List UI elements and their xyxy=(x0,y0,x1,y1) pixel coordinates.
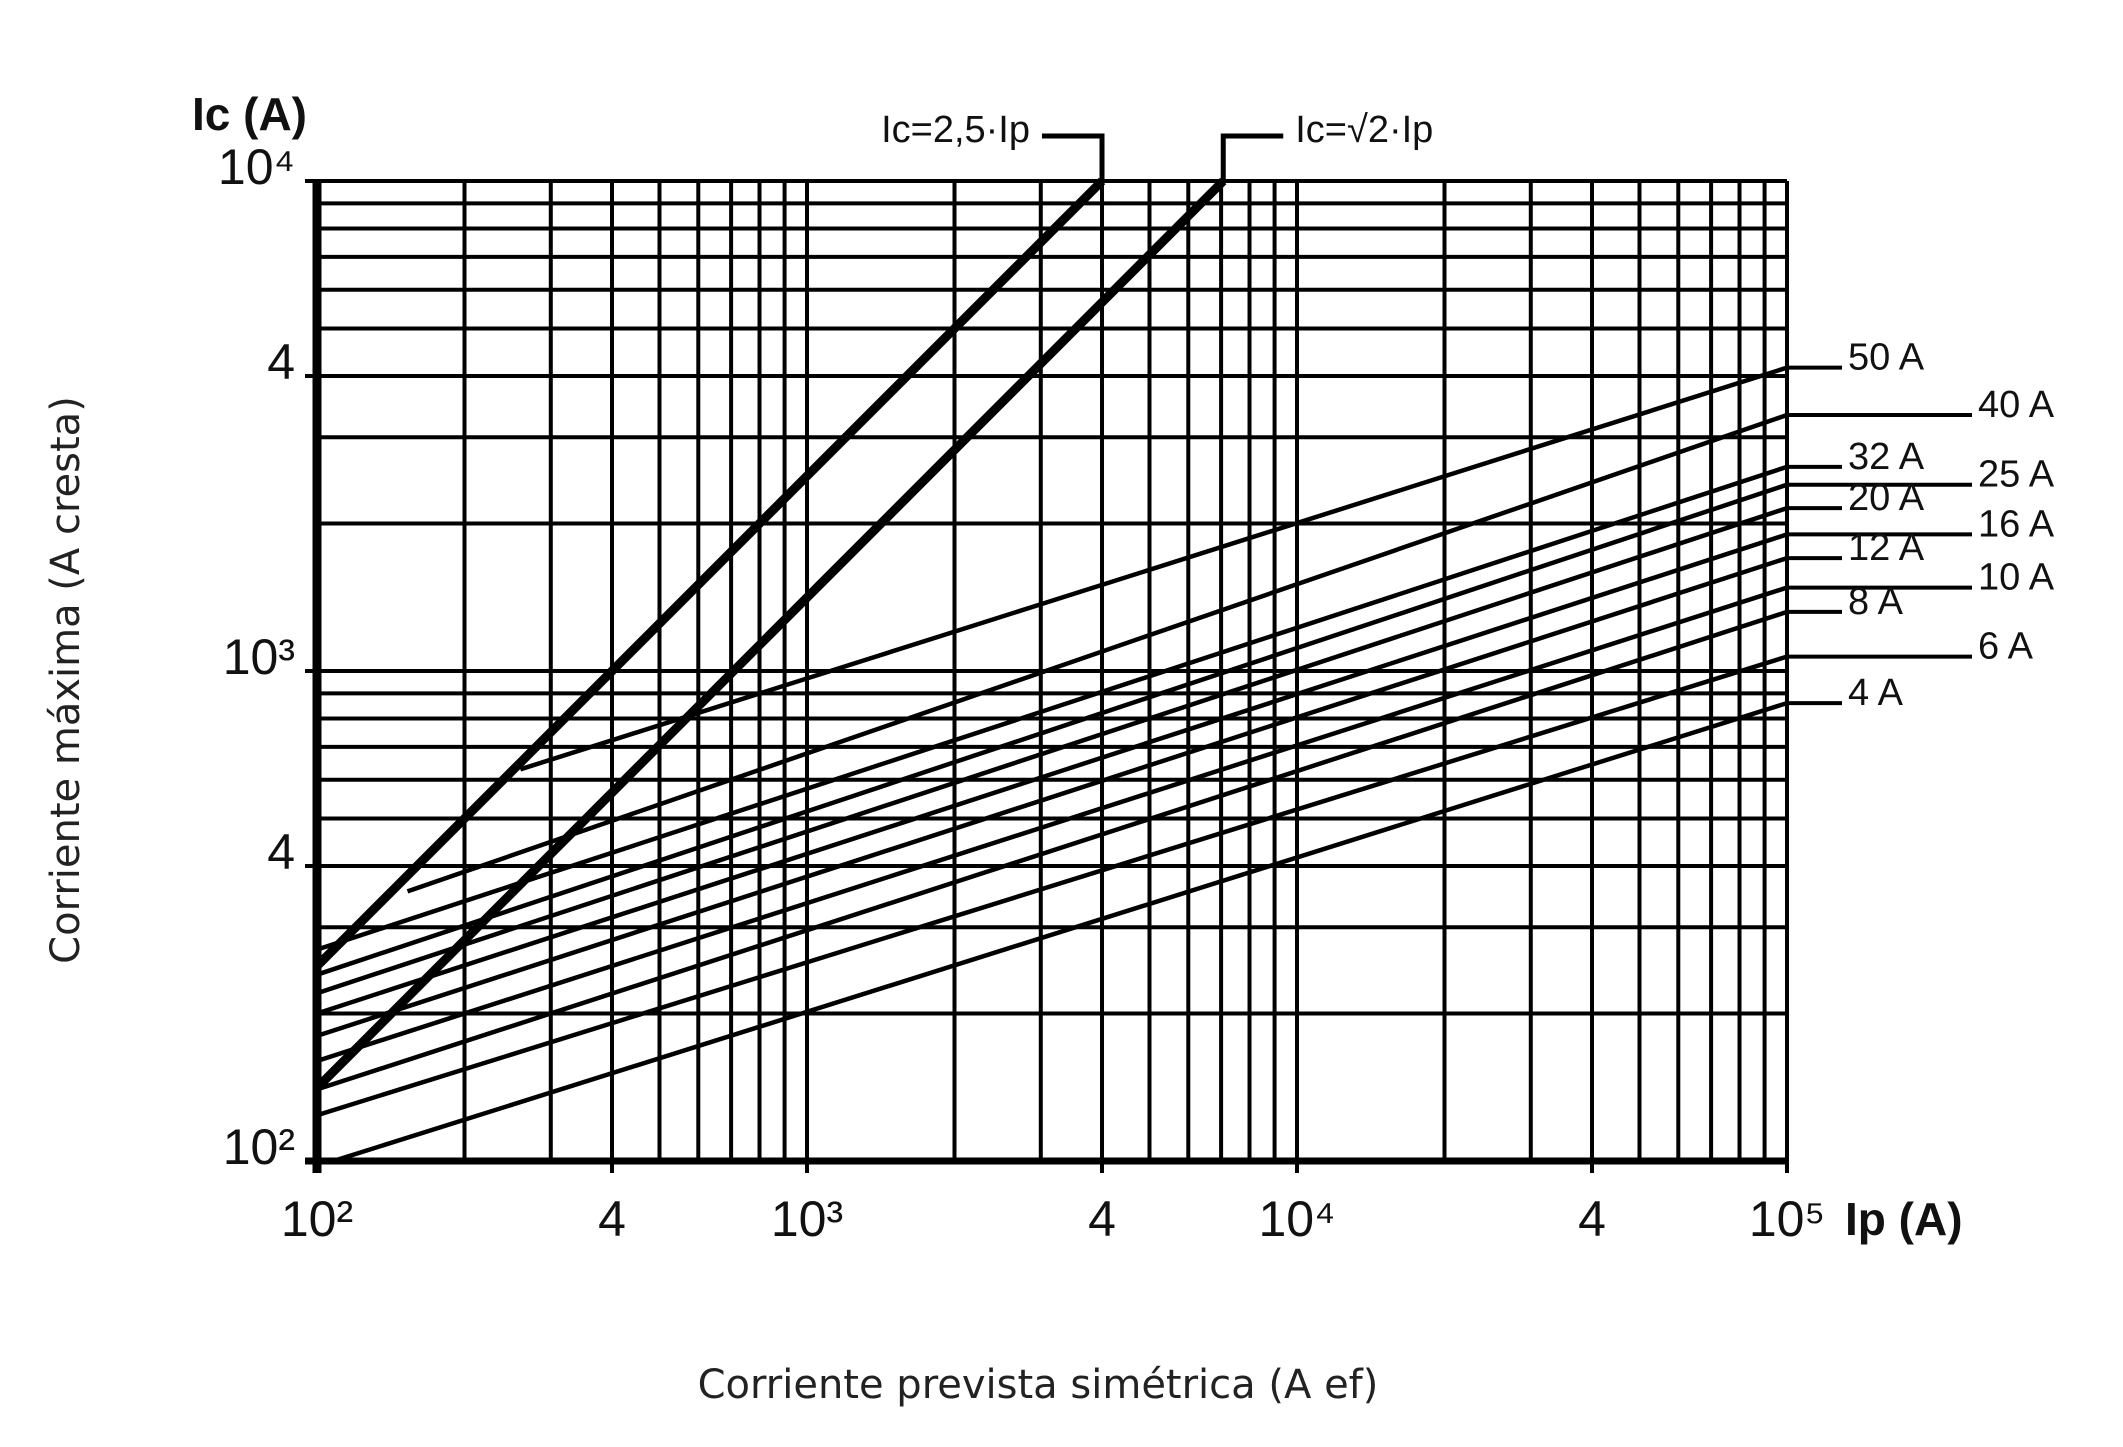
series-label: 50 A xyxy=(1848,337,1925,379)
y-axis-label: Ic (A) xyxy=(192,88,307,140)
series-label: 32 A xyxy=(1848,436,1925,478)
x-tick-label: 10⁴ xyxy=(1258,1191,1335,1247)
x-tick-label: 4 xyxy=(1578,1191,1606,1247)
series-line xyxy=(316,654,1788,1118)
series-label: 4 A xyxy=(1848,672,1904,714)
x-tick-label: 10³ xyxy=(771,1191,843,1247)
series-line xyxy=(519,365,1788,772)
x-tick-label: 10⁵ xyxy=(1749,1191,1825,1247)
series-line xyxy=(316,555,1788,1039)
series-line xyxy=(316,585,1788,1064)
series-line xyxy=(316,609,1788,1092)
series-label: 12 A xyxy=(1848,527,1925,569)
series-line xyxy=(406,412,1788,894)
y-axis-title: Corriente máxima (A cresta) xyxy=(43,396,89,964)
series-line xyxy=(316,532,1788,1016)
leader-line xyxy=(1220,133,1284,181)
series-label: Ic=2,5·Ip xyxy=(881,109,1030,151)
y-tick-label: 4 xyxy=(267,334,295,390)
series-label: 40 A xyxy=(1978,384,2055,426)
series-label: 16 A xyxy=(1978,503,2055,545)
leader-line xyxy=(1042,133,1105,181)
x-tick-label: 4 xyxy=(598,1191,626,1247)
series-label: 20 A xyxy=(1848,477,1925,519)
x-axis-label: Ip (A) xyxy=(1845,1193,1963,1245)
series-line xyxy=(316,505,1788,996)
y-tick-label: 4 xyxy=(267,824,295,880)
x-axis-title: Corriente prevista simétrica (A ef) xyxy=(698,1362,1379,1408)
series-label: Ic=√2·Ip xyxy=(1295,109,1433,151)
series-line xyxy=(332,700,1788,1164)
y-tick-label: 10⁴ xyxy=(218,139,295,195)
series-label: 8 A xyxy=(1848,581,1904,623)
series-line xyxy=(316,482,1788,977)
y-tick-label: 10³ xyxy=(223,629,295,685)
x-tick-label: 4 xyxy=(1088,1191,1116,1247)
series-label: 6 A xyxy=(1978,626,2034,668)
y-tick-label: 10² xyxy=(223,1119,295,1175)
series-label: 25 A xyxy=(1978,454,2055,496)
series-label: 10 A xyxy=(1978,557,2055,599)
series-line xyxy=(316,464,1788,952)
series-line xyxy=(313,177,1227,1092)
x-tick-label: 10² xyxy=(281,1191,353,1247)
series-line xyxy=(313,177,1106,970)
